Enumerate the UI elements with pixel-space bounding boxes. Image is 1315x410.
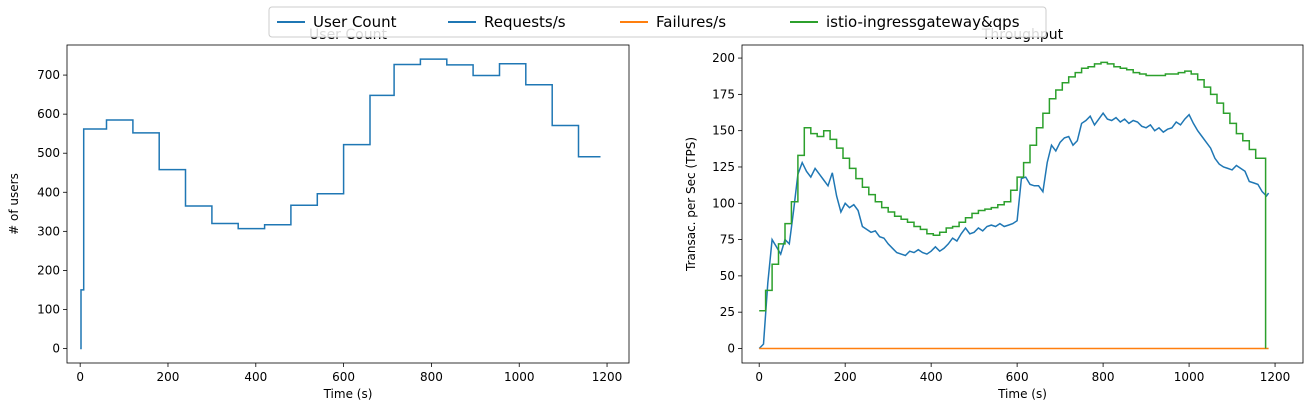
x-tick-label: 800 — [420, 370, 443, 384]
y-tick-label: 600 — [37, 107, 60, 121]
series-line-user-count — [80, 58, 601, 350]
x-tick-label: 800 — [1092, 370, 1115, 384]
y-axis-label: Transac. per Sec (TPS) — [684, 137, 698, 272]
y-tick-label: 125 — [712, 160, 735, 174]
x-tick-label: 1200 — [1260, 370, 1291, 384]
y-tick-label: 400 — [37, 185, 60, 199]
x-tick-label: 0 — [76, 370, 84, 384]
y-tick-label: 150 — [712, 124, 735, 138]
y-tick-label: 700 — [37, 68, 60, 82]
y-tick-label: 0 — [727, 341, 735, 355]
y-tick-label: 200 — [37, 263, 60, 277]
throughput-plot: 0 200 400 600 800 1000 1200 0 25 50 75 100 125 150 175… — [684, 27, 1304, 401]
legend-box-group: User Count Requests/s Failures/s istio-ingr… — [268, 6, 1047, 38]
x-tick-label: 400 — [920, 370, 943, 384]
legend-label-istio-ingressgateway-qps: istio-ingressgateway&qps — [826, 13, 1020, 31]
x-tick-label: 0 — [755, 370, 763, 384]
y-axis-label: # of users — [7, 173, 21, 235]
series-line-requests-s — [758, 111, 1270, 350]
y-tick-label: 100 — [712, 196, 735, 210]
y-tick-label: 50 — [720, 269, 735, 283]
x-tick-label: 1000 — [504, 370, 535, 384]
legend-label-failures-s: Failures/s — [656, 13, 726, 31]
axes-frame — [741, 44, 1304, 364]
series-line-istio-ingressgateway-qps — [759, 61, 1267, 349]
axes-frame — [66, 44, 630, 364]
y-tick-label: 500 — [37, 146, 60, 160]
y-tick-label: 200 — [712, 51, 735, 65]
y-tick-label: 300 — [37, 224, 60, 238]
x-tick-label: 400 — [244, 370, 267, 384]
y-tick-label: 75 — [720, 233, 735, 247]
legend-frame — [268, 6, 1047, 38]
legend-label-user-count: User Count — [313, 13, 397, 31]
legend-label-requests-s: Requests/s — [484, 13, 566, 31]
y-tick-label: 100 — [37, 302, 60, 316]
x-tick-label: 600 — [332, 370, 355, 384]
x-tick-label: 1000 — [1174, 370, 1205, 384]
user-count-plot: 0 200 400 600 800 1000 1200 0 100 200 300 400 500 600… — [7, 27, 630, 401]
x-tick-label: 200 — [157, 370, 180, 384]
x-axis-label: Time (s) — [323, 387, 373, 401]
x-tick-label: 1200 — [592, 370, 623, 384]
y-tick-label: 25 — [720, 305, 735, 319]
x-tick-label: 200 — [834, 370, 857, 384]
y-tick-label: 0 — [52, 342, 60, 356]
y-tick-label: 175 — [712, 87, 735, 101]
x-tick-label: 600 — [1006, 370, 1029, 384]
x-axis-label: Time (s) — [997, 387, 1047, 401]
